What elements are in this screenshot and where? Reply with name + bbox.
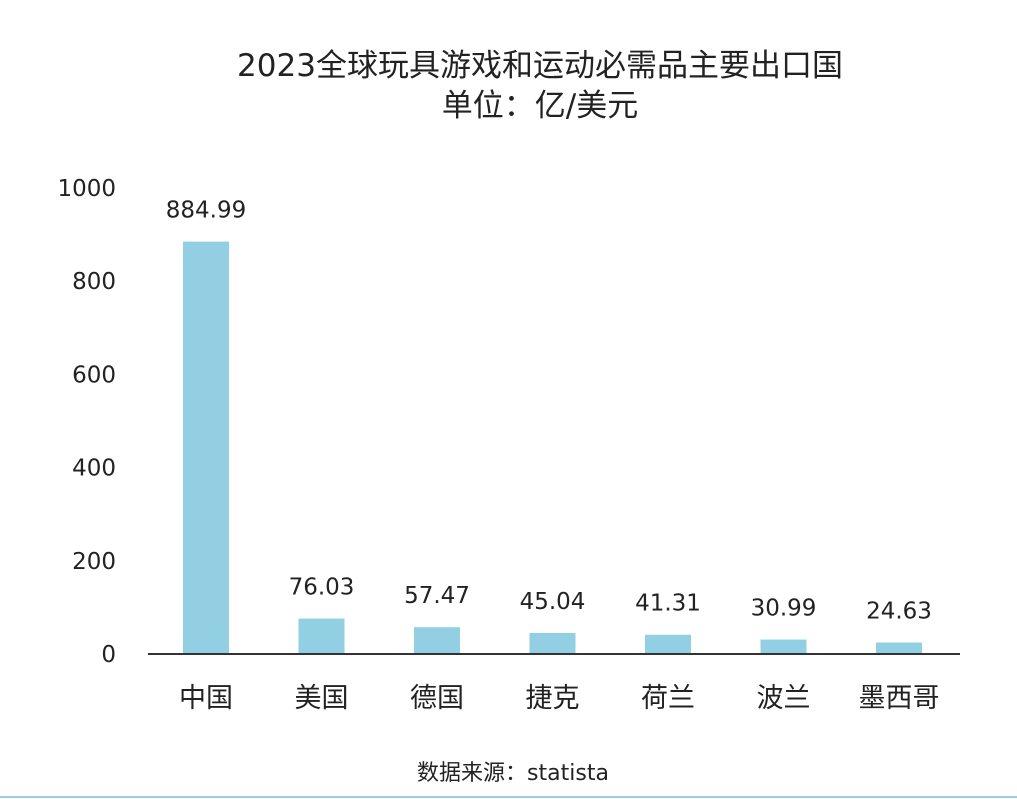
bar xyxy=(183,241,229,654)
x-category-label: 荷兰 xyxy=(641,683,695,714)
y-tick-label: 400 xyxy=(72,456,116,482)
bar-value-label: 30.99 xyxy=(751,596,817,622)
bar-value-label: 57.47 xyxy=(404,583,470,609)
bar-value-label: 24.63 xyxy=(866,599,932,625)
x-category-label: 德国 xyxy=(410,683,464,714)
x-category-label: 墨西哥 xyxy=(859,683,940,714)
y-tick-label: 800 xyxy=(72,269,116,295)
bar xyxy=(529,633,576,654)
x-category-label: 捷克 xyxy=(526,683,580,714)
source-note: 数据来源：statista xyxy=(417,761,609,786)
bar xyxy=(645,634,691,654)
bar-value-label: 41.31 xyxy=(635,591,701,617)
y-tick-label: 0 xyxy=(101,642,116,668)
y-tick-label: 600 xyxy=(72,362,116,388)
bar xyxy=(876,642,922,654)
bar-series xyxy=(183,241,922,654)
chart-title: 2023全球玩具游戏和运动必需品主要出口国 xyxy=(237,48,843,84)
bar xyxy=(760,639,807,654)
data-labels: 884.99 76.03 57.47 45.04 41.31 30.99 24.63 xyxy=(166,198,932,625)
x-axis-categories: 中国 美国 德国 捷克 荷兰 波兰 墨西哥 xyxy=(179,683,940,714)
x-category-label: 美国 xyxy=(295,683,349,714)
x-category-label: 中国 xyxy=(179,683,233,714)
bar-value-label: 884.99 xyxy=(166,198,246,224)
chart-subtitle: 单位：亿/美元 xyxy=(442,88,638,124)
x-category-label: 波兰 xyxy=(757,683,811,714)
y-axis-ticks: 0 200 400 600 800 1000 xyxy=(57,176,116,668)
y-tick-label: 200 xyxy=(72,549,116,575)
bar xyxy=(414,627,460,654)
bar-value-label: 45.04 xyxy=(520,589,586,615)
bar-value-label: 76.03 xyxy=(289,575,355,601)
bar xyxy=(298,618,345,654)
y-tick-label: 1000 xyxy=(57,176,116,202)
